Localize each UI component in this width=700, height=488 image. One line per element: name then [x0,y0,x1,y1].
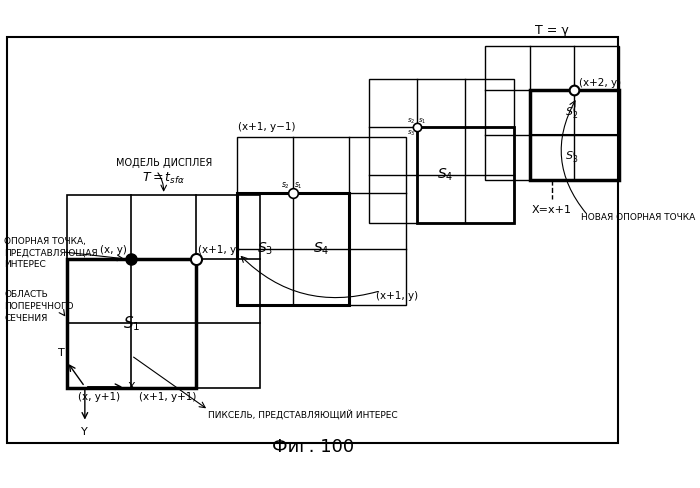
Text: T = γ: T = γ [535,23,569,37]
Text: $S_4$: $S_4$ [437,167,453,183]
Bar [530,90,619,180]
Text: $s_2$: $s_2$ [281,181,290,191]
Text: $S_1$: $S_1$ [122,314,140,333]
Text: $S_2'$: $S_2'$ [565,104,578,121]
Bar [237,137,405,305]
Bar [67,195,260,387]
Text: (x+1, y+1): (x+1, y+1) [139,392,197,402]
Text: (x+2, y): (x+2, y) [579,78,621,87]
Bar [369,79,514,224]
Text: ИНТЕРЕС: ИНТЕРЕС [4,260,46,269]
Bar [485,45,619,180]
Text: $s_1$: $s_1$ [294,181,302,191]
Text: НОВАЯ ОПОРНАЯ ТОЧКА: НОВАЯ ОПОРНАЯ ТОЧКА [582,213,696,223]
Bar [417,127,514,224]
Text: $S_3'$: $S_3'$ [565,149,578,165]
Text: ОПОРНАЯ ТОЧКА,: ОПОРНАЯ ТОЧКА, [4,237,86,245]
Text: ПИКСЕЛЬ, ПРЕДСТАВЛЯЮЩИЙ ИНТЕРЕС: ПИКСЕЛЬ, ПРЕДСТАВЛЯЮЩИЙ ИНТЕРЕС [209,410,398,420]
Bar [237,193,349,305]
Text: (x+1, y−1): (x+1, y−1) [239,122,296,132]
Text: ПОПЕРЕЧНОГО: ПОПЕРЕЧНОГО [4,302,74,311]
Text: $s_3$: $s_3$ [407,129,415,138]
Text: $S_3$: $S_3$ [257,241,273,257]
Text: T: T [57,348,64,358]
Text: Y: Y [81,427,88,437]
Bar [67,259,195,387]
Text: $S_4$: $S_4$ [313,241,329,257]
Text: (x, y): (x, y) [100,244,127,255]
Text: X=x+1: X=x+1 [532,204,572,215]
Text: X: X [127,382,135,392]
Text: $T=t_{sf\alpha}$: $T=t_{sf\alpha}$ [142,171,185,186]
Text: $s_1$: $s_1$ [418,117,426,126]
Text: ОБЛАСТЬ: ОБЛАСТЬ [4,290,48,299]
Text: $s_2$: $s_2$ [407,117,415,126]
Text: ПРЕДСТАВЛЯЮЩАЯ: ПРЕДСТАВЛЯЮЩАЯ [4,248,98,257]
Text: (x+1, y): (x+1, y) [198,245,240,255]
Text: (x, y+1): (x, y+1) [78,392,120,402]
Text: Фиг. 100: Фиг. 100 [272,438,354,456]
Text: СЕЧЕНИЯ: СЕЧЕНИЯ [4,313,48,323]
Text: МОДЕЛЬ ДИСПЛЕЯ: МОДЕЛЬ ДИСПЛЕЯ [116,158,212,168]
Text: (x+1, y): (x+1, y) [376,291,418,301]
